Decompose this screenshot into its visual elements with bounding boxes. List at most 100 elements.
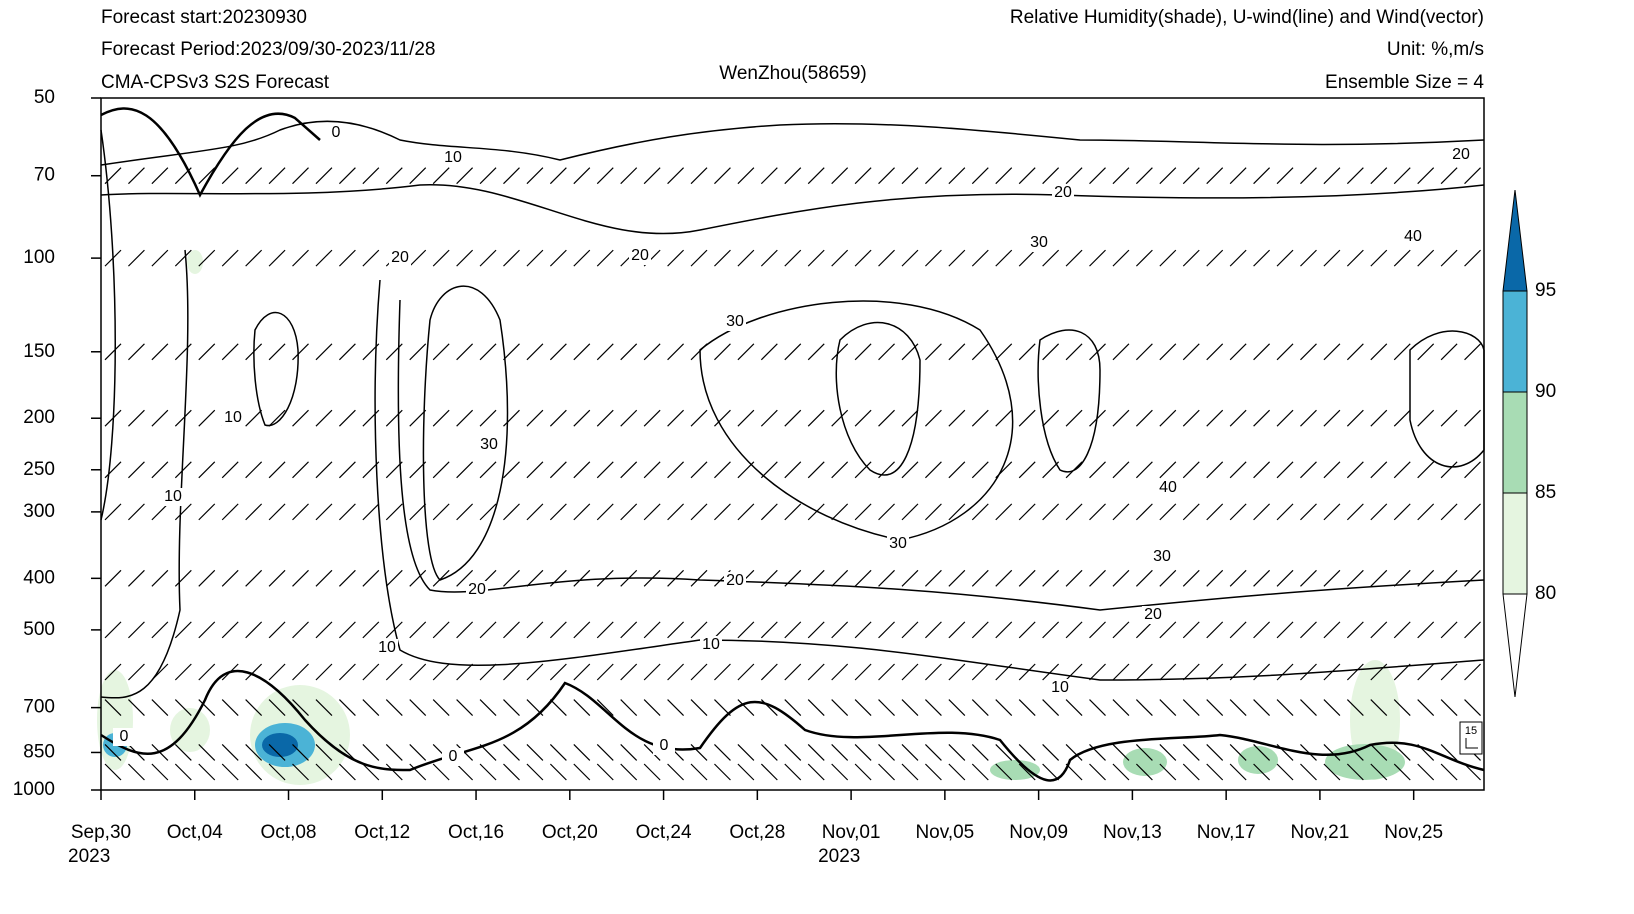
wind-barb (1206, 343, 1224, 361)
rh-shade (990, 760, 1040, 780)
wind-barb (1182, 699, 1200, 717)
x-tick-label: Sep,30 (71, 822, 131, 843)
wind-barb (1370, 461, 1388, 479)
wind-barb (1440, 621, 1458, 639)
wind-barb (456, 249, 474, 267)
wind-barb (1253, 167, 1271, 185)
wind-barb (198, 763, 216, 781)
contour-label: 10 (444, 149, 462, 166)
wind-barb (760, 763, 778, 781)
wind-barb (901, 167, 919, 185)
wind-barb (1112, 343, 1130, 361)
shading (97, 250, 1405, 785)
wind-barb (1253, 744, 1271, 761)
wind-barb (268, 569, 286, 587)
wind-barb (1042, 744, 1060, 761)
wind-barb (784, 167, 802, 185)
wind-barb (948, 503, 966, 521)
wind-barb (1370, 503, 1388, 521)
wind-barb (784, 409, 802, 427)
wind-barb (315, 663, 333, 681)
wind-barb (456, 503, 474, 521)
wind-barb (1464, 663, 1481, 681)
wind-barb (1393, 343, 1411, 361)
wind-barb (268, 621, 286, 639)
wind-barb (995, 343, 1013, 361)
wind-barb (1276, 663, 1294, 681)
wind-barb (714, 249, 731, 267)
wind-barb (503, 461, 520, 479)
wind-barb (1159, 409, 1177, 427)
wind-barb (151, 503, 169, 521)
wind-barb (807, 663, 825, 681)
wind-barb (128, 663, 145, 681)
wind-barb (1464, 167, 1481, 185)
wind-barb (714, 621, 731, 639)
wind-barb (315, 763, 333, 781)
wind-barb (503, 569, 520, 587)
wind-barb (1440, 569, 1458, 587)
wind-barb (292, 621, 309, 639)
wind-barb (1464, 569, 1481, 587)
wind-barb (432, 167, 450, 185)
wind-barb (409, 167, 427, 185)
wind-barb (1393, 167, 1411, 185)
wind-barb (479, 763, 497, 781)
wind-barb (760, 744, 778, 761)
vector-ref (1465, 738, 1478, 749)
wind-barb (221, 763, 239, 781)
wind-barb (432, 763, 450, 781)
wind-barb (596, 503, 614, 521)
wind-barb (1135, 409, 1153, 427)
wind-barb (1393, 503, 1411, 521)
wind-barb (596, 763, 614, 781)
wind-barb (1323, 569, 1341, 587)
wind-barb (151, 409, 169, 427)
wind-barb (971, 699, 989, 717)
wind-barb (1206, 249, 1224, 267)
wind-barb (292, 409, 309, 427)
wind-barb (1417, 461, 1435, 479)
wind-barb (667, 167, 685, 185)
wind-barb (1229, 699, 1247, 717)
wind-barb (1065, 569, 1083, 587)
wind-barb (596, 343, 614, 361)
wind-barb (1417, 343, 1435, 361)
contour-label-bg (113, 728, 135, 746)
wind-barb (1042, 763, 1060, 781)
wind-barb (1065, 343, 1083, 361)
wind-barb (1300, 409, 1317, 427)
wind-barb (526, 763, 544, 781)
x-tick-label: Nov,25 (1384, 822, 1443, 843)
wind-barb (1135, 569, 1153, 587)
wind-barb (104, 663, 122, 681)
wind-barb (245, 503, 263, 521)
wind-barb (315, 621, 333, 639)
colorbar-box (1502, 391, 1528, 494)
colorbar-box (1502, 290, 1528, 393)
wind-barb (878, 343, 895, 361)
contour-label-bg (478, 436, 500, 454)
wind-barb (1135, 503, 1153, 521)
wind-barb (1464, 621, 1481, 639)
wind-barb (432, 409, 450, 427)
wind-barb (1323, 621, 1341, 639)
wind-barb (1112, 569, 1130, 587)
wind-barb (174, 461, 192, 479)
wind-barb (549, 763, 567, 781)
wind-barb (479, 461, 497, 479)
wind-barb (1159, 503, 1177, 521)
wind-barb (1464, 503, 1481, 521)
wind-barb (573, 461, 591, 479)
wind-barb (432, 621, 450, 639)
wind-barb (620, 699, 638, 717)
wind-barb (174, 744, 192, 761)
wind-barb (1229, 409, 1247, 427)
wind-barb (1300, 461, 1317, 479)
wind-barb (1323, 343, 1341, 361)
wind-barb (1323, 699, 1341, 717)
wind-barb (1042, 409, 1060, 427)
wind-barb (1276, 699, 1294, 717)
vector-ref-label: 15 (1465, 725, 1477, 737)
wind-barb (268, 343, 286, 361)
